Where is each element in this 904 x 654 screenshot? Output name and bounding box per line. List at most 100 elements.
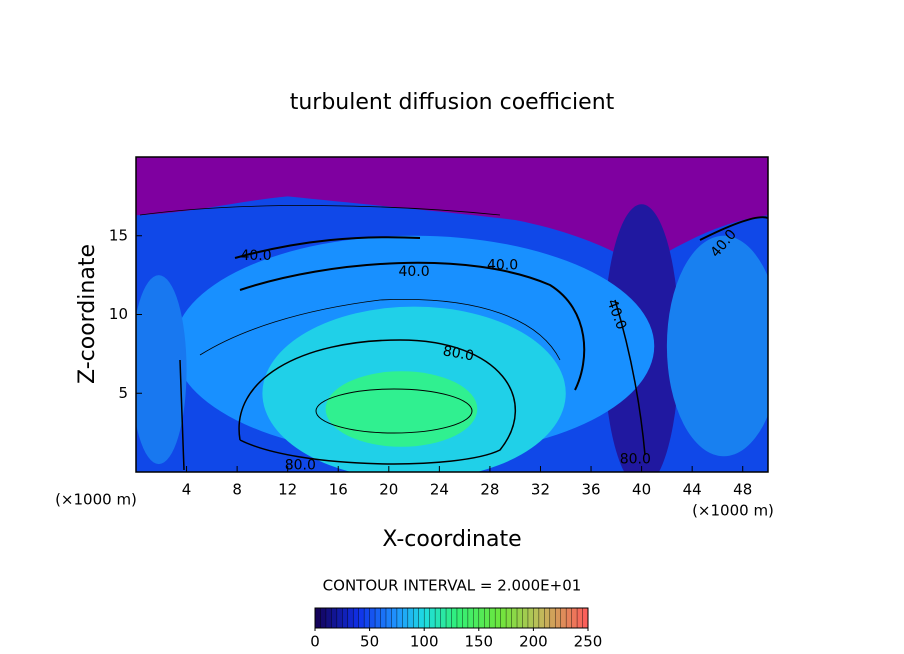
colorbar-tick-label: 150	[464, 633, 493, 651]
colorbar-swatch	[342, 608, 349, 628]
colorbar-swatch	[391, 608, 398, 628]
x-tick-label: 4	[182, 481, 192, 499]
x-tick-label: 48	[733, 481, 752, 499]
contour-line	[234, 236, 421, 259]
colorbar-swatch	[347, 608, 354, 628]
colorbar-swatch	[446, 608, 452, 628]
colorbar-swatch	[560, 608, 567, 628]
colorbar-swatch	[467, 608, 474, 628]
colorbar-swatch	[484, 608, 491, 628]
x-tick-label: 44	[683, 481, 702, 499]
colorbar-tick-label: 100	[410, 633, 439, 651]
colorbar-swatch	[385, 608, 392, 628]
region	[666, 235, 768, 457]
contour-label: 80.0	[442, 343, 475, 364]
y-axis-label: Z-coordinate	[75, 244, 100, 384]
footer: CONTOUR INTERVAL = 2.000E+01	[323, 577, 582, 595]
colorbar-swatch	[549, 608, 556, 628]
x-tick-label: 8	[232, 481, 242, 499]
x-axis-label: X-coordinate	[382, 527, 521, 552]
x-unit: (×1000 m)	[692, 502, 774, 520]
colorbar-swatch	[478, 608, 485, 628]
colorbar-swatch	[407, 608, 414, 628]
colorbar-swatch	[325, 608, 332, 628]
region	[136, 275, 187, 465]
colorbar-tick-label: 50	[360, 633, 379, 651]
colorbar-swatch	[495, 608, 502, 628]
contour-label: 40.0	[240, 248, 271, 264]
contour-line	[139, 205, 501, 216]
colorbar-swatch	[320, 608, 327, 628]
y-tick-label: 5	[118, 384, 128, 402]
colorbar-swatch	[353, 608, 360, 628]
colorbar-swatch	[511, 608, 518, 628]
colorbar-swatch	[555, 608, 562, 628]
field	[136, 157, 768, 472]
colorbar-swatch	[336, 608, 343, 628]
colorbar-swatch	[424, 608, 431, 628]
colorbar-swatch	[582, 608, 589, 628]
colorbar-swatch	[473, 608, 480, 628]
y-tick-label: 10	[109, 305, 128, 323]
colorbar-swatch	[456, 608, 463, 628]
x-tick-label: 40	[632, 481, 651, 499]
x-tick-label: 32	[531, 481, 550, 499]
colorbar-swatch	[380, 608, 387, 628]
contour-label: 40.0	[398, 264, 429, 280]
colorbar-swatch	[462, 608, 469, 628]
contour-label: 80.0	[620, 451, 651, 467]
colorbar-swatch	[517, 608, 523, 628]
colorbar-swatch	[571, 608, 578, 628]
contour-line	[699, 216, 768, 241]
x-tick-label: 20	[379, 481, 398, 499]
colorbar-swatch	[489, 608, 496, 628]
colorbar-swatch	[315, 608, 321, 628]
colorbar-swatch	[440, 608, 447, 628]
colorbar-swatch	[418, 608, 425, 628]
colorbar-swatch	[544, 608, 551, 628]
x-tick-label: 36	[581, 481, 600, 499]
colorbar-tick-label: 200	[519, 633, 548, 651]
colorbar-tick-label: 0	[310, 633, 320, 651]
colorbar: 0 50 100 150 200 250	[310, 607, 603, 651]
contour-label: 80.0	[285, 458, 316, 474]
contour-line	[614, 299, 646, 456]
colorbar-swatch	[402, 608, 409, 628]
colorbar-swatch	[375, 608, 382, 628]
contour-line	[199, 298, 561, 361]
colorbar-swatch	[364, 608, 371, 628]
contour-line	[179, 359, 185, 471]
colorbar-swatch	[527, 608, 534, 628]
contour-line	[239, 261, 586, 391]
colorbar-swatch	[538, 608, 545, 628]
colorbar-swatch	[358, 608, 365, 628]
contour-line	[238, 339, 517, 465]
contour-lines	[139, 205, 768, 471]
colorbar-swatch	[500, 608, 507, 628]
y-tick-label: 15	[109, 226, 128, 244]
colorbar-swatch	[566, 608, 573, 628]
colorbar-swatch	[331, 608, 338, 628]
x-tick-label: 12	[278, 481, 297, 499]
colorbar-swatch	[533, 608, 540, 628]
colorbar-frame	[314, 607, 589, 629]
colorbar-swatch	[429, 608, 436, 628]
colorbar-swatch	[506, 608, 513, 628]
colorbar-swatch	[522, 608, 529, 628]
colorbar-swatch	[435, 608, 442, 628]
colorbar-swatch	[413, 608, 420, 628]
colorbar-tick-label: 250	[574, 633, 603, 651]
colorbar-swatch	[369, 608, 376, 628]
contour-line	[315, 388, 473, 434]
x-tick-label: 28	[480, 481, 499, 499]
x-tick-label: 24	[430, 481, 449, 499]
colorbar-swatch	[451, 608, 458, 628]
colorbar-swatch	[577, 608, 584, 628]
x-tick-label: 16	[329, 481, 348, 499]
x-unit: (×1000 m)	[55, 491, 137, 509]
region	[325, 371, 478, 447]
chart-title: turbulent diffusion coefficient	[290, 90, 615, 115]
contour-label: 40.0	[487, 258, 518, 274]
colorbar-swatch	[396, 608, 403, 628]
